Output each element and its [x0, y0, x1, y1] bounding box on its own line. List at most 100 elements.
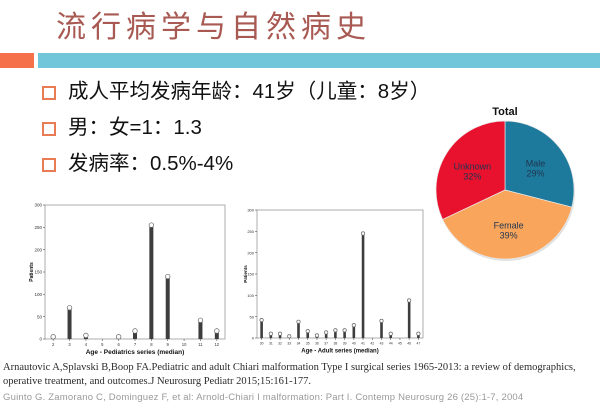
x-tick-label: 3: [68, 342, 71, 347]
bar: [67, 307, 72, 339]
bar-chart-adult-svg: 0 50 100 150 200 250 300 30 31 32 33 34 35 36 37 38 39 40…: [243, 208, 424, 354]
bar: [407, 300, 411, 338]
x-tick-label: 43: [380, 341, 384, 345]
bar: [198, 320, 203, 339]
y-tick-label: 250: [34, 225, 42, 230]
x-tick-label: 37: [324, 341, 328, 345]
x-tick-label: 47: [416, 341, 420, 345]
bar: [269, 333, 273, 338]
pie-title: Total: [492, 106, 517, 118]
pie-slice-female: [442, 189, 573, 260]
y-tick-label: 50: [250, 314, 255, 319]
bar-top-marker: [314, 333, 319, 338]
x-tick-label: 40: [352, 341, 356, 345]
bar-top-marker: [83, 332, 89, 339]
y-tick-label: 100: [247, 293, 254, 298]
bar-top-marker: [259, 318, 264, 323]
bar-top-marker: [50, 334, 56, 340]
y-tick-label: 150: [34, 270, 42, 275]
pie-chart-total: Total Male 29% Female 39% Unknown 32%: [430, 102, 600, 262]
bar: [297, 321, 300, 338]
bar-top-marker: [351, 323, 356, 328]
x-tick-label: 4: [85, 342, 88, 347]
bar: [352, 325, 356, 338]
y-tick-label: 150: [247, 272, 254, 277]
y-tick-label: 300: [34, 203, 42, 208]
x-tick-label: 32: [278, 341, 282, 345]
bar-chart-adult: 0 50 100 150 200 250 300 30 31 32 33 34 35 36 37 38 39 40…: [242, 200, 430, 362]
x-tick-label: 45: [398, 341, 402, 345]
bar-top-marker: [324, 330, 329, 335]
y-tick-label: 0: [252, 336, 255, 341]
bar-top-marker: [66, 305, 73, 311]
bar-top-marker: [115, 334, 122, 340]
x-tick-label: 10: [182, 342, 187, 347]
square-bullet-icon: [42, 122, 56, 136]
bar: [306, 331, 310, 338]
x-tick-label: 42: [370, 341, 374, 345]
plot-frame: [44, 204, 226, 340]
accent-bar-teal: [38, 53, 600, 68]
x-tick-label: 33: [287, 341, 291, 345]
bar: [380, 320, 383, 338]
pie-slice-unknown: [435, 120, 506, 220]
bar-chart-pediatrics-svg: 0 50 100 150 200 250 300 2 3 4 5 6 7 8 9 10 11 12 Age - Pe…: [29, 203, 226, 356]
pie-slice-male: [504, 120, 575, 208]
bar-top-marker: [278, 331, 283, 336]
accent-bar-orange: [0, 53, 34, 68]
bar-top-marker: [148, 222, 155, 228]
slide-title: 流行病学与自然病史: [56, 10, 371, 45]
y-axis-label: Patients: [29, 262, 35, 282]
pie-label-female: Female 39%: [494, 220, 524, 240]
bar-top-marker: [296, 319, 301, 324]
bar-top-marker: [197, 317, 204, 323]
bullet-text-incidence: 发病率：0.5%-4%: [68, 152, 234, 175]
bar: [334, 330, 337, 338]
bar: [260, 320, 263, 338]
y-tick-label: 200: [247, 250, 254, 255]
x-tick-label: 6: [117, 342, 120, 347]
bar-top-marker: [361, 231, 366, 236]
x-tick-label: 5: [101, 342, 104, 347]
bar-top-marker: [214, 328, 220, 334]
x-tick-label: 38: [333, 341, 337, 345]
x-tick-label: 30: [260, 341, 264, 345]
x-tick-label: 9: [167, 342, 170, 347]
y-tick-label: 50: [37, 314, 43, 319]
x-tick-label: 35: [306, 341, 310, 345]
bar-top-marker: [379, 318, 384, 323]
x-tick-label: 46: [407, 341, 411, 345]
bar-top-marker: [388, 331, 393, 336]
pie-label-unknown: Unknown 32%: [454, 161, 492, 181]
bar-top-marker: [305, 329, 310, 334]
bullet-item: 男：女=1：1.3: [42, 115, 442, 141]
square-bullet-icon: [42, 158, 56, 172]
bar: [389, 333, 393, 338]
bullet-text-onset-age: 成人平均发病年龄：41岁（儿童：8岁）: [68, 80, 431, 103]
x-tick-label: 39: [343, 341, 347, 345]
bar: [133, 330, 137, 339]
plot-frame: [256, 209, 424, 339]
citation-arnautovic: Arnautovic A,Splavski B,Boop FA.Pediatri…: [3, 362, 576, 387]
bullet-item: 发病率：0.5%-4%: [42, 151, 442, 177]
bar-chart-pediatrics: 0 50 100 150 200 250 300 2 3 4 5 6 7 8 9 10 11 12 Age - Pe…: [28, 196, 230, 360]
bar-top-marker: [407, 298, 412, 303]
y-axis-label: Patients: [243, 265, 248, 283]
x-axis-label: Age - Pediatrics series (median): [86, 349, 185, 356]
y-tick-label: 250: [247, 229, 254, 234]
y-tick-label: 200: [34, 247, 42, 252]
bar: [343, 330, 346, 338]
x-tick-label: 7: [134, 342, 137, 347]
bar-top-marker: [268, 331, 273, 336]
x-tick-label: 34: [297, 341, 301, 345]
x-tick-label: 41: [361, 341, 365, 345]
x-tick-label: 11: [198, 342, 203, 347]
bar: [361, 233, 365, 338]
bullet-text-sex-ratio: 男：女=1：1.3: [68, 116, 202, 139]
bar: [278, 333, 282, 338]
pie-chart-svg: Total Male 29% Female 39% Unknown 32%: [435, 106, 575, 261]
bar-top-marker: [342, 328, 347, 333]
bar: [417, 333, 420, 338]
x-tick-label: 31: [269, 341, 273, 345]
bar: [149, 225, 154, 339]
